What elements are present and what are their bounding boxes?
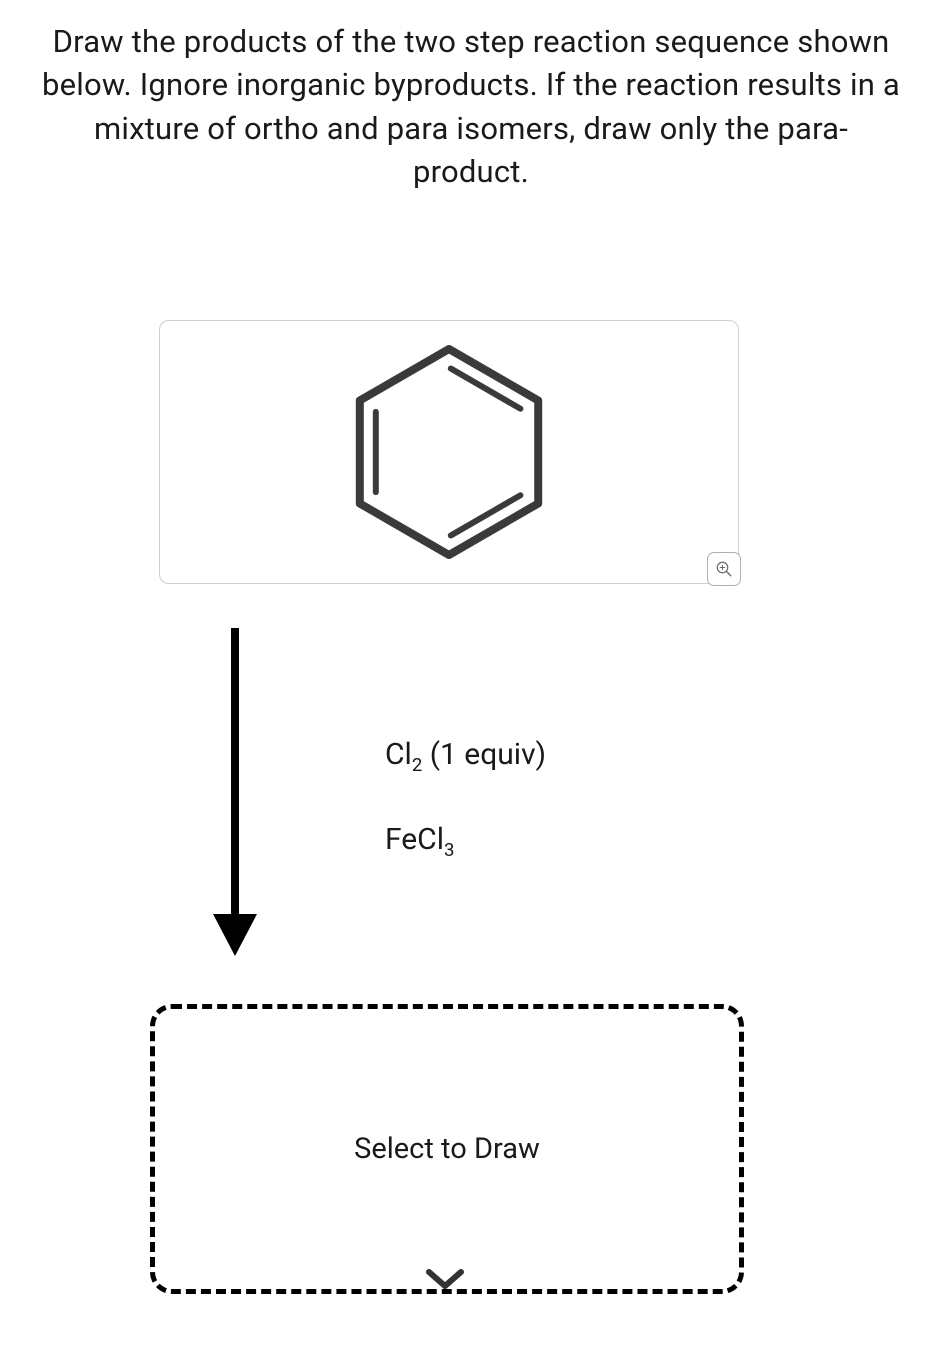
- answer-placeholder-label: Select to Draw: [354, 1132, 540, 1166]
- reactant-structure-box[interactable]: [159, 320, 739, 584]
- reagent-line-2: FeCl3: [385, 825, 546, 860]
- answer-draw-area[interactable]: Select to Draw: [150, 1004, 744, 1294]
- chevron-down-icon: [425, 1268, 465, 1292]
- reagents-block: Cl2 (1 equiv) FeCl3: [385, 740, 546, 859]
- question-prompt: Draw the products of the two step reacti…: [0, 0, 942, 194]
- benzene-structure: [344, 342, 554, 562]
- reagent-line-1: Cl2 (1 equiv): [385, 740, 546, 775]
- zoom-button[interactable]: [707, 552, 741, 586]
- magnify-plus-icon: [715, 560, 733, 578]
- reaction-arrow: [205, 628, 265, 956]
